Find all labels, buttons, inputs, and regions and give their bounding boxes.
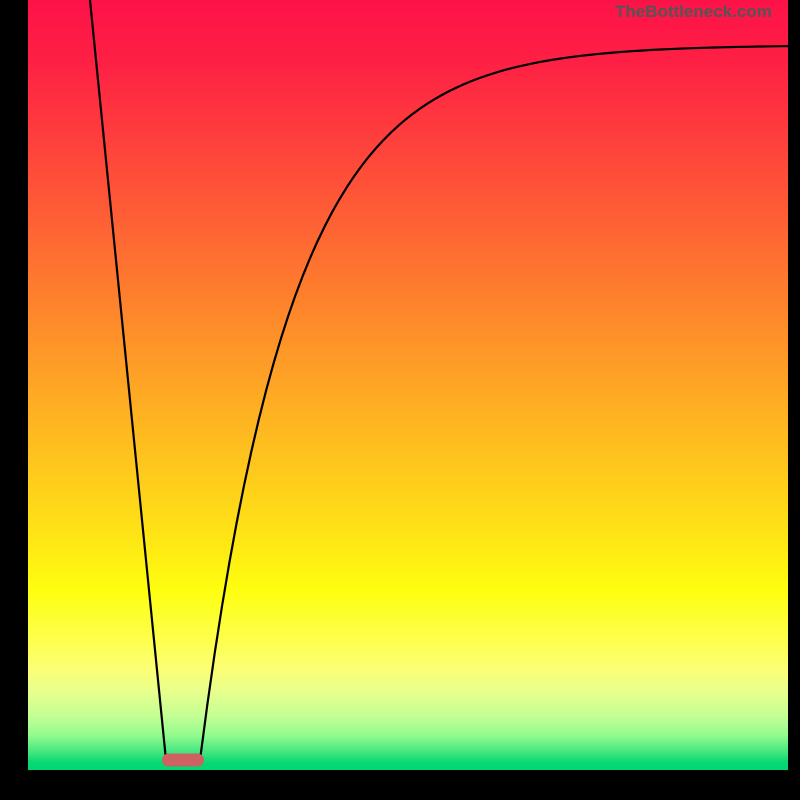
watermark-text: TheBottleneck.com [615, 2, 772, 22]
bottleneck-marker [162, 754, 204, 767]
plot-background [28, 0, 788, 770]
chart-container: TheBottleneck.com [0, 0, 800, 800]
chart-svg [0, 0, 800, 800]
